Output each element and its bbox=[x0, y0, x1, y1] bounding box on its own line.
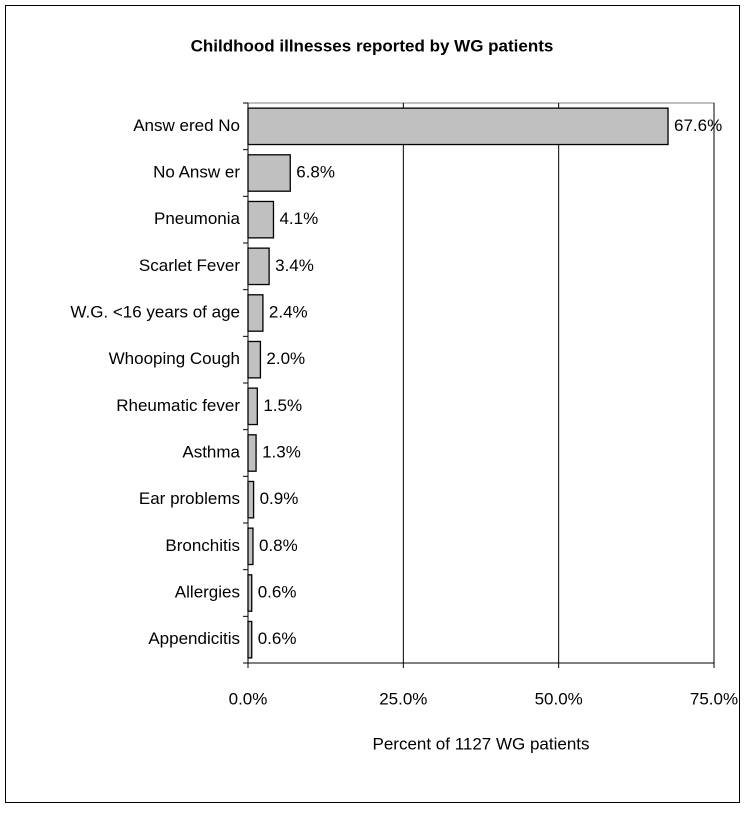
y-tick-label: Bronchitis bbox=[165, 536, 240, 555]
value-label: 0.9% bbox=[260, 489, 299, 508]
value-label: 0.8% bbox=[259, 536, 298, 555]
bar bbox=[247, 480, 255, 519]
y-tick-label: Allergies bbox=[175, 582, 240, 601]
y-tick-label: Rheumatic fever bbox=[116, 396, 240, 415]
value-label: 2.4% bbox=[269, 302, 308, 321]
value-label: 0.6% bbox=[258, 582, 297, 601]
value-label: 1.5% bbox=[263, 396, 302, 415]
x-tick-label: 75.0% bbox=[690, 689, 738, 708]
x-tick-label: 0.0% bbox=[229, 689, 268, 708]
y-tick-label: W.G. <16 years of age bbox=[70, 302, 240, 321]
value-label: 0.6% bbox=[258, 629, 297, 648]
bar bbox=[247, 434, 257, 472]
y-tick-label: Asthma bbox=[182, 442, 240, 461]
y-tick-label: Scarlet Fever bbox=[139, 256, 240, 275]
y-tick-label: Whooping Cough bbox=[109, 349, 240, 368]
bar bbox=[247, 107, 669, 146]
value-label: 6.8% bbox=[296, 162, 335, 181]
y-tick-label: Answ ered No bbox=[133, 116, 240, 135]
bar bbox=[247, 247, 270, 286]
bar bbox=[247, 620, 253, 659]
y-tick-label: Appendicitis bbox=[148, 629, 240, 648]
value-label: 3.4% bbox=[275, 256, 314, 275]
value-label: 4.1% bbox=[279, 209, 318, 228]
y-tick-label: Pneumonia bbox=[154, 209, 241, 228]
chart-title: Childhood illnesses reported by WG patie… bbox=[191, 36, 554, 55]
y-tick-label: No Answ er bbox=[153, 162, 240, 181]
x-tick-label: 25.0% bbox=[379, 689, 427, 708]
value-label: 67.6% bbox=[674, 116, 722, 135]
x-tick-label: 50.0% bbox=[535, 689, 583, 708]
y-tick-label: Ear problems bbox=[139, 489, 240, 508]
value-label: 1.3% bbox=[262, 442, 301, 461]
bar bbox=[247, 527, 254, 566]
bar bbox=[247, 340, 262, 379]
x-axis-label: Percent of 1127 WG patients bbox=[372, 734, 589, 753]
bar bbox=[247, 154, 291, 192]
bar bbox=[247, 200, 275, 239]
bar bbox=[247, 387, 258, 426]
bar bbox=[247, 574, 253, 612]
value-label: 2.0% bbox=[266, 349, 305, 368]
bar bbox=[247, 294, 264, 332]
